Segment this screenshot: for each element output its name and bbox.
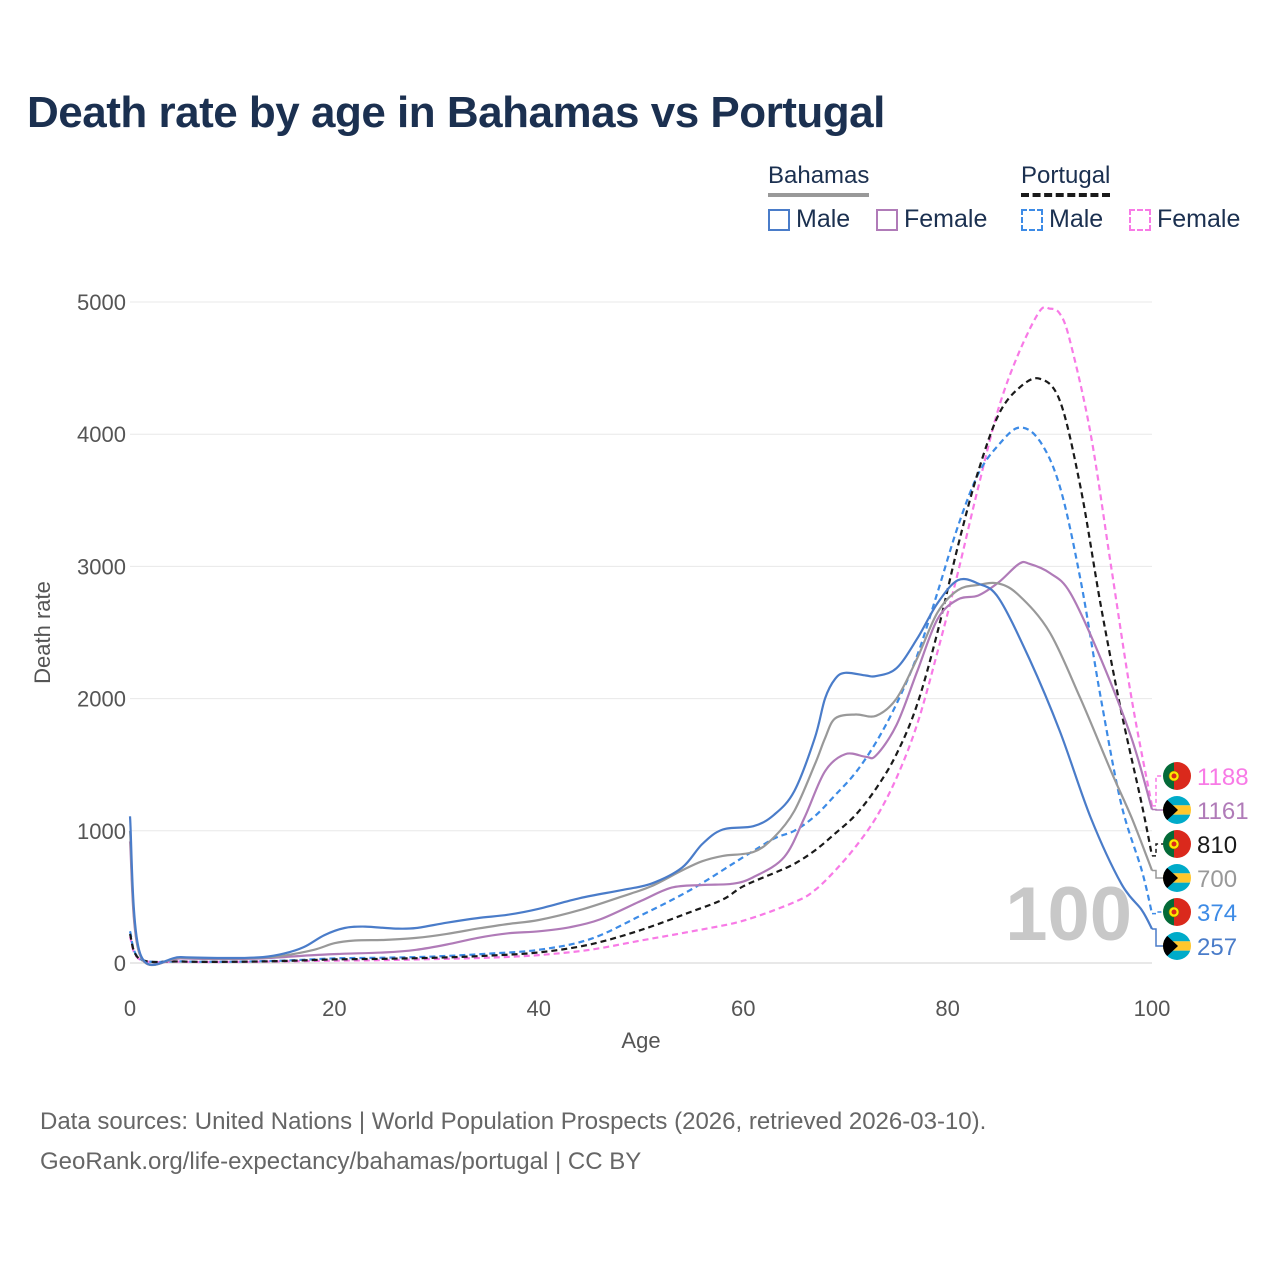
y-tick-label: 1000: [77, 819, 126, 844]
end-label-connector: [1152, 911, 1164, 915]
legend-swatch-bahamas-female: [876, 208, 898, 231]
source-line-1: Data sources: United Nations | World Pop…: [40, 1108, 987, 1135]
flag-aqua-bottom: [1163, 814, 1191, 824]
series-line-bahamas-female: [128, 560, 1154, 967]
flag-aqua-top: [1163, 796, 1191, 806]
flag-shield: [1171, 841, 1177, 847]
flag-portugal-icon: [1163, 830, 1191, 858]
flag-green-field: [1163, 898, 1174, 926]
end-label-value: 1188: [1197, 764, 1249, 791]
end-label-value: 257: [1197, 934, 1237, 961]
flag-green-field: [1163, 830, 1174, 858]
end-label-connector: [1152, 808, 1164, 811]
flag-red-field: [1174, 762, 1191, 790]
flag-portugal-icon: [1163, 762, 1191, 790]
flag-bahamas-icon: [1163, 932, 1191, 960]
flag-aqua-bottom: [1163, 950, 1191, 960]
end-label-value: 374: [1197, 900, 1237, 927]
series-line-bahamas-male: [128, 577, 1153, 966]
flag-red-field: [1174, 830, 1191, 858]
legend-item-bahamas-male[interactable]: Male: [768, 205, 850, 234]
x-tick-label: 80: [935, 996, 959, 1021]
y-tick-label: 4000: [77, 422, 126, 447]
legend-item-portugal-female[interactable]: Female: [1129, 205, 1240, 234]
flag-bahamas-icon: [1163, 796, 1191, 824]
y-tick-label: 2000: [77, 687, 126, 712]
y-tick-label: 0: [114, 951, 126, 976]
legend-label-bahamas-female: Female: [904, 205, 988, 233]
legend-label-portugal-male: Male: [1049, 205, 1104, 233]
legend-swatch-bahamas-male: [768, 208, 790, 231]
legend-swatch-portugal-male: [1021, 208, 1043, 231]
flag-portugal-icon: [1163, 898, 1191, 926]
end-label-value: 1161: [1197, 798, 1249, 825]
chart-title: Death rate by age in Bahamas vs Portugal: [27, 88, 885, 137]
flag-shield: [1171, 909, 1177, 915]
flag-triangle: [1163, 932, 1178, 960]
x-axis-title: Age: [621, 1028, 660, 1053]
series-line-portugal-female: [128, 305, 1154, 964]
flag-red-field: [1174, 898, 1191, 926]
flag-triangle: [1163, 796, 1178, 824]
y-axis-title: Death rate: [30, 581, 55, 684]
flag-aqua-bottom: [1163, 882, 1191, 892]
flag-body: [1163, 796, 1191, 824]
x-tick-label: 0: [124, 996, 136, 1021]
age-overlay: 100: [1005, 872, 1132, 957]
x-tick-label: 20: [322, 996, 346, 1021]
flag-aqua-top: [1163, 864, 1191, 874]
flag-bahamas-icon: [1163, 864, 1191, 892]
legend-swatch-portugal-female: [1129, 208, 1151, 231]
flag-body: [1163, 898, 1191, 926]
flag-body: [1163, 932, 1191, 960]
y-tick-label: 3000: [77, 554, 126, 579]
end-label-connector: [1152, 775, 1164, 807]
legend-group-portugal: Portugal: [1021, 162, 1111, 197]
series-line-portugal-total: [128, 377, 1154, 964]
flag-body: [1163, 762, 1191, 790]
legend-item-bahamas-female[interactable]: Female: [876, 205, 987, 234]
series-line-portugal-male: [128, 426, 1154, 964]
legend-item-portugal-male[interactable]: Male: [1021, 205, 1103, 234]
x-tick-label: 60: [731, 996, 755, 1021]
y-tick-label: 5000: [77, 290, 126, 315]
legend-group-bahamas: Bahamas: [768, 162, 870, 197]
series-line-bahamas-total: [128, 581, 1154, 967]
x-tick-label: 100: [1134, 996, 1171, 1021]
source-line-2[interactable]: GeoRank.org/life-expectancy/bahamas/port…: [40, 1148, 642, 1175]
flag-triangle: [1163, 864, 1178, 892]
flag-shield: [1171, 773, 1177, 779]
flag-green-field: [1163, 762, 1174, 790]
end-label-connector: [1152, 928, 1164, 947]
end-label-connector: [1152, 869, 1164, 879]
legend-label-bahamas-male: Male: [796, 205, 851, 233]
flag-aqua-top: [1163, 932, 1191, 942]
end-label-value: 810: [1197, 832, 1237, 859]
end-label-connector: [1152, 843, 1164, 857]
x-tick-label: 40: [527, 996, 551, 1021]
end-label-value: 700: [1197, 866, 1237, 893]
flag-body: [1163, 830, 1191, 858]
legend-label-portugal-female: Female: [1157, 205, 1241, 233]
flag-body: [1163, 864, 1191, 892]
